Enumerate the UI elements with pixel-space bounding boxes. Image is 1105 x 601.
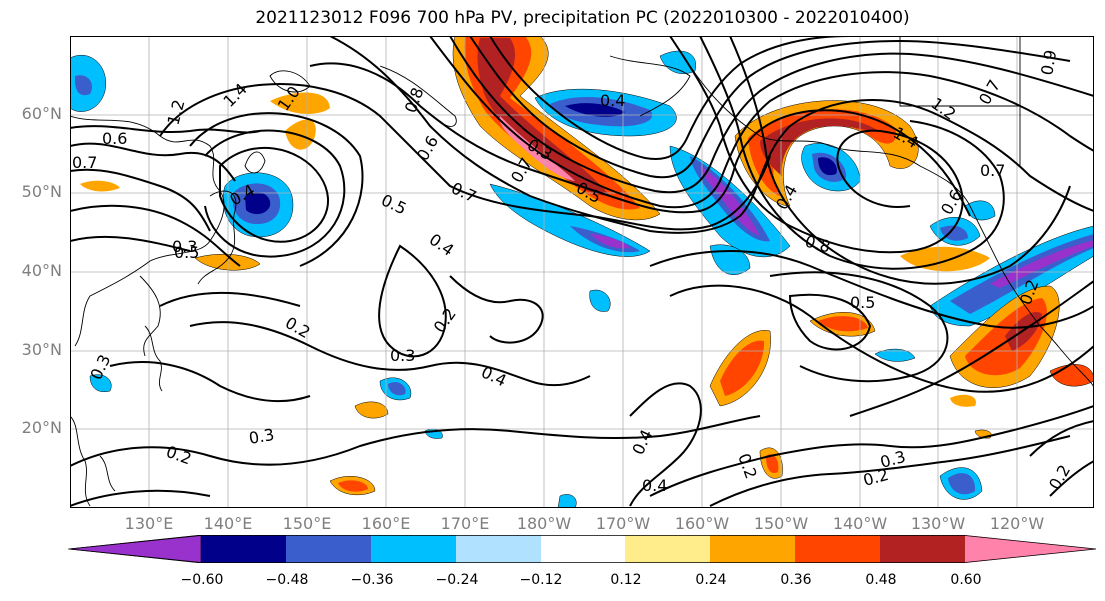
colorbar-segment [201,535,286,563]
colorbar-segment [965,535,1096,563]
lon-label-150e: 150°E [282,514,332,533]
colorbar-tick-label: −0.36 [350,572,394,588]
colorbar-segment [371,535,456,563]
colorbar [68,535,1097,563]
colorbar-tick-label: 0.24 [695,572,727,588]
lat-label-30n: 30°N [21,340,62,359]
lat-label-60n: 60°N [21,104,62,123]
colorbar-segment [68,535,202,563]
colorbar-tick-label: −0.12 [519,572,563,588]
contour-label: 0.7 [980,161,1005,180]
precip-shading [70,36,1094,508]
contour-label: 0.3 [390,346,415,365]
contour-label: 0.4 [642,476,667,495]
lon-label-140e: 140°E [203,514,253,533]
colorbar-tick-label: −0.48 [265,572,309,588]
lon-label-160w: 160°W [674,514,730,533]
colorbar-segment [286,535,371,563]
lon-label-170w: 170°W [595,514,651,533]
colorbar-tick-label: 0.36 [780,572,812,588]
colorbar-segment [880,535,965,563]
lat-label-20n: 20°N [21,418,62,437]
colorbar-segment [795,535,880,563]
colorbar-segment [541,535,625,563]
contour-label: 0.3 [247,425,275,448]
contour-label: 0.5 [850,293,875,312]
lon-label-160e: 160°E [361,514,411,533]
colorbar-tick-label: 0.60 [950,572,982,588]
lon-label-120w: 120°W [989,514,1045,533]
contour-label: 0.9 [1037,48,1060,76]
colorbar-tick-label: −0.24 [435,572,479,588]
colorbar-tick-label: −0.60 [180,572,224,588]
lon-label-130e: 130°E [124,514,174,533]
lon-label-150w: 150°W [753,514,809,533]
contour-label: 0.5 [174,243,199,262]
chart-title: 2021123012 F096 700 hPa PV, precipitatio… [255,8,910,28]
contour-label: 0.3 [172,237,197,256]
colorbar-segment [710,535,795,563]
lon-label-180w: 180°W [516,514,572,533]
contour-label: 0.7 [72,153,97,172]
lon-label-140w: 140°W [832,514,888,533]
lon-label-170e: 170°E [440,514,490,533]
map-panel: 0.6 0.7 1.2 1.4 1.0 0.4 0.3 0.5 0.6 0.7 … [70,36,1094,508]
contour-label: 0.4 [600,91,625,110]
colorbar-segment [456,535,541,563]
colorbar-tick-label: 0.48 [865,572,897,588]
lon-label-130w: 130°W [910,514,966,533]
lat-label-40n: 40°N [21,261,62,280]
contour-label: 0.6 [102,129,127,148]
lat-label-50n: 50°N [21,182,62,201]
colorbar-segment [625,535,710,563]
pv-contours [70,36,1094,507]
colorbar-tick-label: 0.12 [610,572,642,588]
